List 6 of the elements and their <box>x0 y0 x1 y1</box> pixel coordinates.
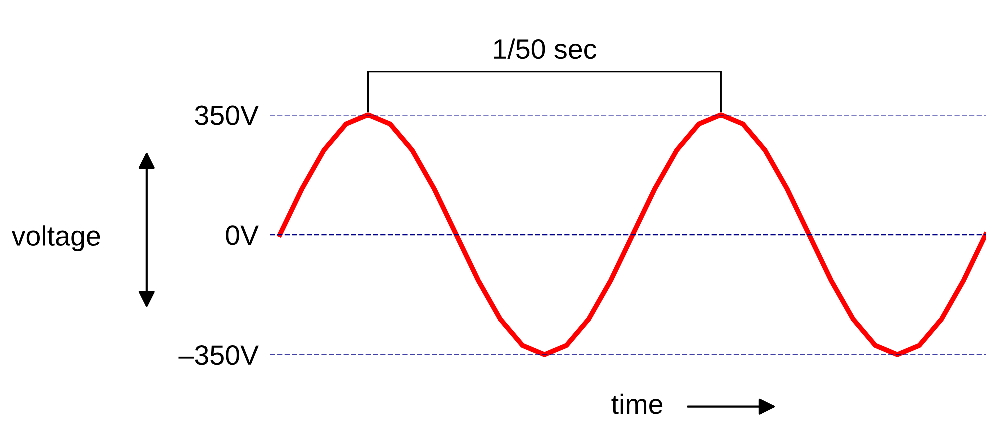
x-axis-title: time <box>612 394 663 414</box>
y-tick-label: –350V <box>178 346 259 366</box>
y-tick-label: 0V <box>226 226 259 246</box>
chart-title: 1/50 sec <box>494 38 596 60</box>
y-tick-label: 350V <box>195 106 259 126</box>
y-axis-title: voltage <box>12 226 100 252</box>
